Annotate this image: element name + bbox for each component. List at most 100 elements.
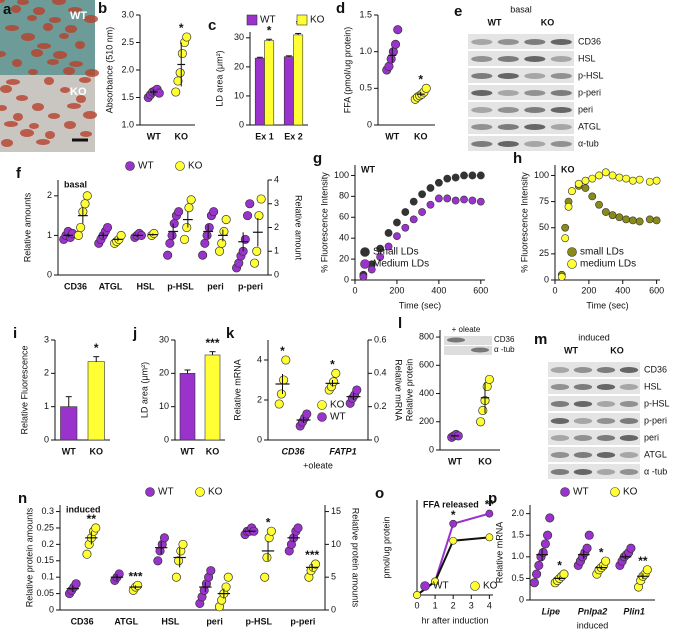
data-point [557, 272, 566, 281]
blot-band [573, 367, 593, 373]
x-axis-label: induced [577, 620, 609, 630]
data-point [409, 197, 418, 206]
y-tick-label: 0 [344, 274, 349, 284]
x-tick-label: WT [62, 446, 76, 456]
blot-band [619, 452, 639, 458]
significance: * [418, 73, 423, 87]
legend-label: WT [573, 487, 589, 498]
blot-strip [468, 85, 574, 100]
blot-strip [468, 34, 574, 49]
lipid-cell [65, 25, 77, 33]
significance: ** [87, 512, 97, 526]
blot-label: ATGL [578, 121, 601, 131]
blot-group: KO [610, 345, 624, 355]
lipid-cell [76, 95, 86, 103]
y-tick-label: 0.5 [511, 573, 524, 583]
panel-letter: c [208, 17, 216, 34]
data-point [595, 200, 603, 209]
x-tick-label: CD36 [281, 446, 305, 456]
blot-band [471, 73, 493, 79]
blot-group: WT [488, 17, 502, 27]
x-tick-label: 0 [352, 285, 357, 295]
lipid-cell [32, 103, 44, 111]
legend-label: KO [310, 15, 325, 26]
legend-marker [567, 259, 577, 269]
data-point [460, 195, 468, 204]
x-tick-label: KO [90, 446, 104, 456]
x-tick-label: KO [206, 446, 220, 456]
data-point [451, 196, 460, 205]
data-point [434, 194, 443, 203]
blot-label: p-HSL [644, 398, 670, 408]
y-tick-label: 1.0 [359, 46, 372, 56]
x-tick-label: 400 [615, 285, 630, 295]
data-point [543, 530, 553, 540]
blot-label: peri [578, 104, 593, 114]
data-point [409, 215, 418, 224]
y-axis-label: Relative amounts [22, 192, 32, 262]
blot-label: p-HSL [578, 70, 604, 80]
y-tick-label: 0 [49, 604, 54, 614]
data-point [478, 405, 488, 416]
bar [87, 361, 105, 441]
lipid-cell [85, 69, 99, 77]
y-axis-label: Relative protein amounts [24, 507, 34, 607]
y-tick-label: 20 [159, 368, 169, 378]
x-tick-label: 200 [389, 285, 404, 295]
y-tick-label: 2.5 [121, 37, 134, 47]
data-point [359, 272, 368, 281]
lipid-cell [33, 7, 45, 15]
significance: * [557, 558, 562, 572]
data-point [169, 218, 179, 229]
blot-strip [468, 51, 574, 66]
blot-band [497, 124, 519, 130]
legend-label: WT [433, 581, 449, 592]
data-point [443, 194, 452, 203]
significance: * [266, 515, 271, 529]
lipid-cell [20, 129, 34, 137]
x-tick-label: peri [207, 281, 224, 291]
inset-label: CD36 [494, 335, 515, 344]
data-point [652, 216, 661, 225]
x-tick-label: p-peri [290, 616, 315, 626]
data-point [163, 250, 173, 260]
x-tick-label: 200 [581, 285, 596, 295]
data-point [91, 523, 101, 533]
blot-band [550, 469, 570, 475]
x-tick-label: Ex 1 [255, 131, 274, 141]
blot-band [596, 469, 616, 475]
data-point [331, 368, 341, 378]
y-axis-label: FFA (pmol/ug protein) [342, 27, 352, 114]
bar [264, 40, 275, 126]
data-point [209, 207, 219, 217]
blot-strip [468, 136, 574, 151]
data-point [595, 171, 603, 180]
y-tick-label: 0 [429, 444, 434, 454]
lipid-cell [36, 139, 50, 145]
legend-label: small LDs [580, 247, 624, 258]
data-point [581, 176, 590, 185]
blot-band [573, 469, 593, 475]
blot-band [497, 107, 519, 113]
blot-band [524, 73, 546, 79]
data-point [581, 184, 590, 192]
blot-band [550, 418, 570, 424]
y-tick-label: 1 [47, 230, 52, 240]
lipid-cell [17, 0, 29, 5]
significance: ** [485, 498, 495, 512]
data-point [262, 552, 272, 563]
data-point [574, 179, 583, 188]
data-point [622, 215, 631, 224]
blot-label: CD36 [578, 36, 601, 46]
x-tick-label: HSL [137, 281, 156, 291]
blot-group: WT [564, 345, 578, 355]
data-point [393, 25, 403, 35]
panel-letter: i [13, 325, 17, 342]
blot-band [550, 384, 570, 390]
data-point [418, 208, 426, 216]
significance: *** [205, 336, 219, 350]
x-tick-label: p-HSL [246, 616, 273, 626]
y-tick-label: 2 [44, 368, 49, 378]
y-tick-label: 2 [257, 394, 262, 404]
y-tick-label: 0 [239, 119, 244, 129]
